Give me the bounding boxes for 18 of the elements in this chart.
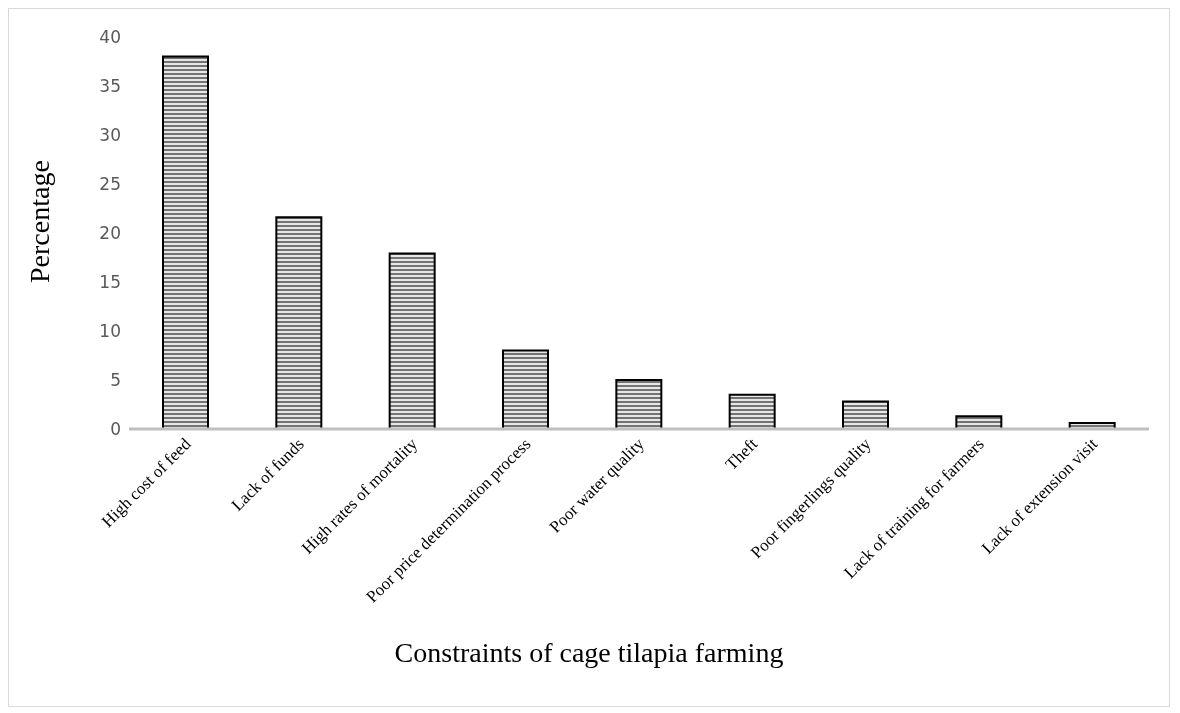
y-tick-label: 35 — [99, 76, 121, 97]
bar — [728, 393, 776, 429]
y-tick-label: 15 — [99, 272, 121, 293]
bar — [615, 379, 663, 429]
bar — [502, 349, 549, 429]
y-tick-label: 30 — [99, 125, 121, 146]
x-axis-title: Constraints of cage tilapia farming — [393, 637, 785, 669]
y-axis-title: Percentage — [23, 160, 55, 283]
bar — [275, 216, 323, 429]
bar — [388, 252, 436, 429]
y-tick-label: 20 — [99, 223, 121, 244]
y-tick-label: 5 — [110, 370, 121, 391]
bar — [955, 415, 1003, 429]
bar — [842, 400, 889, 429]
y-tick-label: 40 — [99, 27, 121, 48]
y-tick-label: 10 — [99, 321, 121, 342]
bar — [162, 55, 209, 429]
y-tick-label: 25 — [99, 174, 121, 195]
